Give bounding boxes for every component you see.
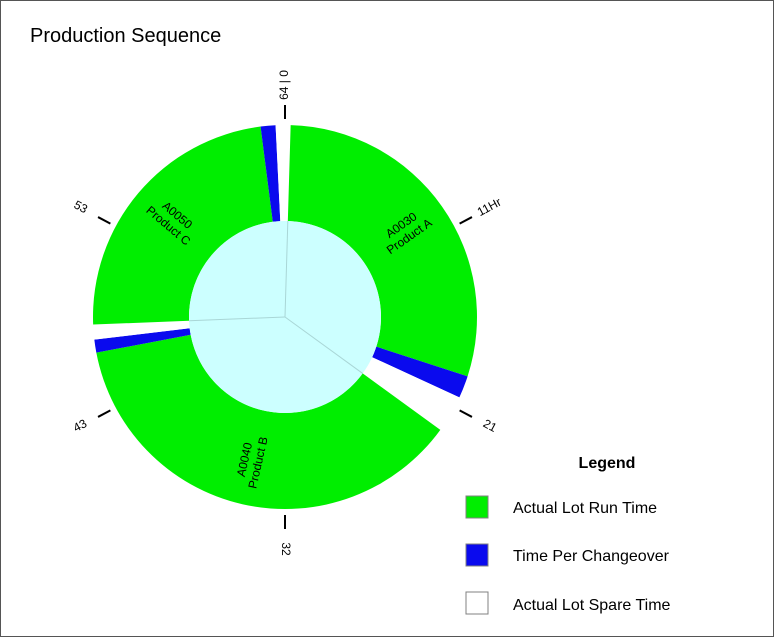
hub-group bbox=[189, 221, 381, 413]
tick-label-11: 11Hr bbox=[475, 195, 504, 219]
legend-swatch-run bbox=[465, 495, 489, 519]
legend: Legend Actual Lot Run Time Time Per Chan… bbox=[465, 455, 671, 615]
tick-label-21: 21 bbox=[481, 416, 500, 435]
tick-label-53: 53 bbox=[72, 198, 91, 217]
segment-changeover-2 bbox=[372, 346, 468, 398]
tick-mark-53 bbox=[97, 216, 111, 225]
segment-spare-0 bbox=[285, 125, 291, 222]
segment-changeover-8 bbox=[260, 125, 281, 222]
legend-swatch-spare bbox=[465, 591, 489, 615]
segment-run-4 bbox=[96, 334, 441, 510]
segment-changeover-5 bbox=[94, 328, 191, 353]
segment-run-1 bbox=[287, 125, 477, 377]
segment-run-7 bbox=[93, 126, 273, 325]
legend-label-spare: Actual Lot Spare Time bbox=[513, 597, 671, 614]
segments-group bbox=[93, 125, 477, 510]
chart-title: Production Sequence bbox=[30, 25, 222, 47]
hub-divider-2 bbox=[189, 316, 286, 322]
legend-swatch-changeover bbox=[465, 543, 489, 567]
segment-spare-9 bbox=[275, 125, 285, 222]
hub-divider-0 bbox=[284, 221, 289, 318]
legend-label-changeover: Time Per Changeover bbox=[513, 548, 670, 565]
legend-title: Legend bbox=[579, 455, 636, 472]
segment-spare-6 bbox=[93, 320, 190, 340]
tick-label-43: 43 bbox=[71, 416, 90, 435]
lot-label-A0040: A0040Product B bbox=[232, 432, 271, 490]
tick-label-32: 32 bbox=[279, 542, 293, 556]
tick-mark-21 bbox=[459, 409, 473, 418]
legend-label-run: Actual Lot Run Time bbox=[513, 500, 657, 517]
tick-mark-11 bbox=[459, 216, 473, 225]
tick-mark-43 bbox=[97, 409, 111, 418]
segment-spare-3 bbox=[362, 357, 460, 430]
hub-divider-1 bbox=[284, 316, 363, 374]
tick-label-0: 64 | 0 bbox=[277, 70, 291, 100]
